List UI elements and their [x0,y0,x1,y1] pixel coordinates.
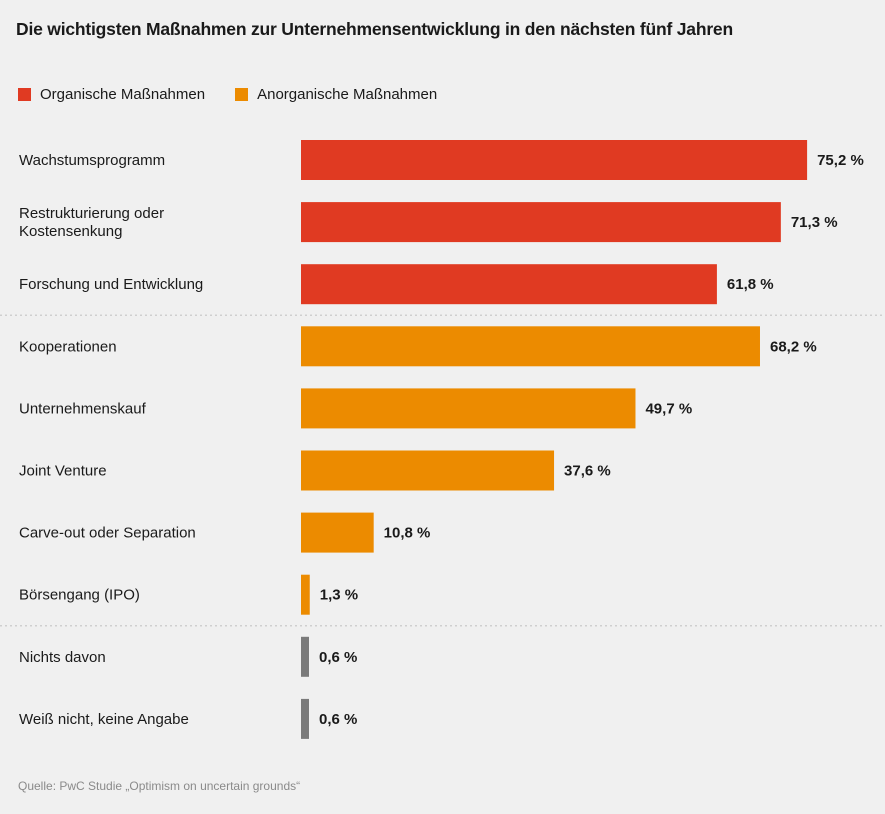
bar [301,512,374,553]
category-label: Unternehmenskauf [19,400,147,417]
bar [301,202,781,243]
category-label: Carve-out oder Separation [19,525,196,542]
category-label: Restrukturierung oder Kostensenkung [19,205,164,240]
value-label: 68,2 % [770,338,817,355]
category-label: Joint Venture [19,463,107,480]
legend-swatch-organic [18,88,31,101]
bar [301,326,760,367]
legend-swatch-inorganic [235,88,249,101]
bar [301,574,310,615]
value-label: 10,8 % [384,525,431,542]
category-label: Forschung und Entwicklung [19,276,203,293]
value-label: 1,3 % [320,587,358,604]
value-label: 0,6 % [319,649,357,666]
legend-item-organic: Organische Maßnahmen [18,86,205,103]
bar [301,140,808,180]
category-label: Nichts davon [19,649,106,666]
legend-label-inorganic: Anorganische Maßnahmen [257,86,438,103]
legend: Organische Maßnahmen Anorganische Maßnah… [18,86,467,103]
value-label: 37,6 % [564,463,611,480]
category-label: Kooperationen [19,338,117,355]
source-note: Quelle: PwC Studie „Optimism on uncertai… [18,779,301,793]
category-label: Wachstumsprogramm [19,152,165,169]
bar [301,450,555,491]
legend-item-inorganic: Anorganische Maßnahmen [235,86,437,103]
legend-label-organic: Organische Maßnahmen [40,86,206,103]
value-label: 0,6 % [319,711,357,728]
value-label: 75,2 % [817,152,864,169]
bar [301,698,309,739]
category-label: Börsengang (IPO) [19,587,140,604]
bar [301,388,636,429]
bar [301,636,309,677]
bar [301,264,717,305]
value-label: 49,7 % [645,400,692,417]
value-label: 71,3 % [791,214,838,231]
value-label: 61,8 % [727,276,774,293]
chart-title: Die wichtigsten Maßnahmen zur Unternehme… [16,19,733,39]
category-label: Weiß nicht, keine Angabe [19,711,189,728]
